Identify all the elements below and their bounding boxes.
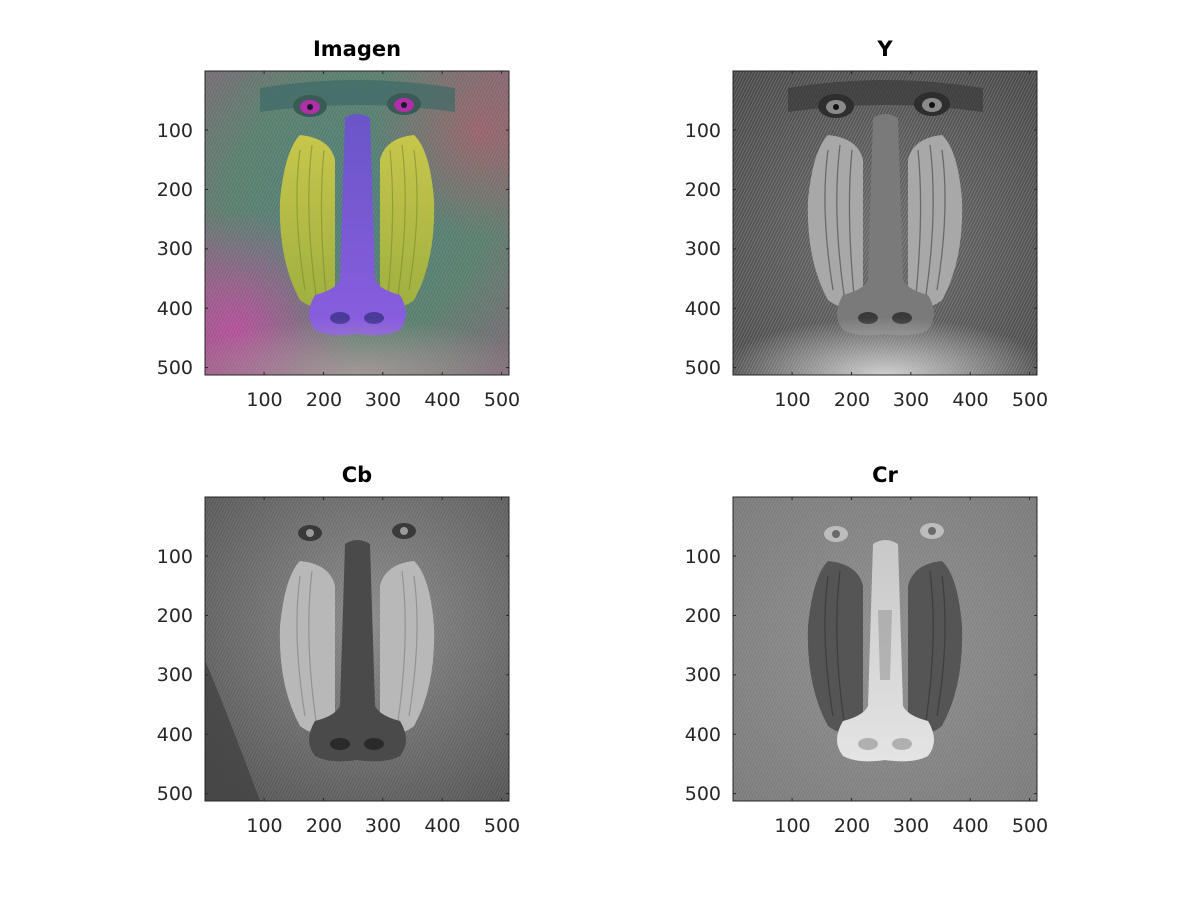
x-tick-label: 200	[306, 389, 342, 411]
y-tick-label: 100	[157, 546, 193, 568]
x-tick-label: 100	[774, 815, 810, 837]
x-tick-label: 300	[893, 815, 929, 837]
y-tick-label: 300	[157, 664, 193, 686]
image-imagen	[205, 71, 509, 375]
y-tick-label: 200	[157, 605, 193, 627]
y-axis-ticks: 100 200 300 400 500	[685, 546, 721, 805]
y-axis-ticks: 100 200 300 400 500	[685, 120, 721, 379]
x-tick-label: 400	[424, 815, 460, 837]
image-cb	[205, 497, 509, 801]
axes-frame	[204, 496, 510, 802]
x-tick-label: 500	[484, 389, 520, 411]
x-tick-label: 300	[893, 389, 929, 411]
y-tick-label: 400	[157, 724, 193, 746]
x-tick-label: 100	[774, 389, 810, 411]
x-tick-label: 300	[365, 815, 401, 837]
y-tick-label: 500	[157, 783, 193, 805]
y-tick-label: 500	[685, 783, 721, 805]
axes-frame	[732, 496, 1038, 802]
panel-title: Imagen	[313, 37, 401, 61]
y-tick-label: 200	[685, 605, 721, 627]
x-axis-ticks: 100 200 300 400 500	[246, 389, 520, 411]
panel-title: Cr	[872, 463, 898, 487]
x-axis-ticks: 100 200 300 400 500	[774, 389, 1048, 411]
x-tick-label: 500	[1012, 389, 1048, 411]
x-tick-label: 400	[424, 389, 460, 411]
y-tick-label: 200	[685, 179, 721, 201]
x-tick-label: 100	[246, 815, 282, 837]
x-tick-label: 400	[952, 815, 988, 837]
y-tick-label: 300	[157, 238, 193, 260]
panel-title: Y	[876, 37, 893, 61]
axes-frame	[732, 70, 1038, 376]
y-axis-ticks: 100 200 300 400 500	[157, 120, 193, 379]
subplot-imagen: Imagen	[157, 37, 520, 411]
x-tick-label: 200	[834, 389, 870, 411]
y-tick-label: 300	[685, 664, 721, 686]
panel-title: Cb	[342, 463, 372, 487]
y-tick-label: 100	[685, 120, 721, 142]
y-tick-label: 300	[685, 238, 721, 260]
tick-marks	[205, 71, 1037, 801]
y-tick-label: 400	[157, 298, 193, 320]
x-tick-label: 400	[952, 389, 988, 411]
y-tick-label: 400	[685, 724, 721, 746]
image-y	[733, 71, 1037, 375]
axes-frame	[204, 70, 510, 376]
y-tick-label: 100	[685, 546, 721, 568]
subplot-cb: Cb 100 200 300 400	[157, 463, 520, 837]
x-axis-ticks: 100 200 300 400 500	[774, 815, 1048, 837]
x-tick-label: 300	[365, 389, 401, 411]
y-tick-label: 100	[157, 120, 193, 142]
y-tick-label: 200	[157, 179, 193, 201]
y-tick-label: 500	[157, 357, 193, 379]
y-tick-label: 400	[685, 298, 721, 320]
subplot-y: Y	[685, 37, 1048, 411]
x-axis-ticks: 100 200 300 400 500	[246, 815, 520, 837]
x-tick-label: 100	[246, 389, 282, 411]
subplot-cr: Cr 100 200 300 400	[685, 463, 1048, 837]
x-tick-label: 500	[1012, 815, 1048, 837]
x-tick-label: 200	[834, 815, 870, 837]
image-cr	[733, 497, 1037, 801]
y-axis-ticks: 100 200 300 400 500	[157, 546, 193, 805]
x-tick-label: 200	[306, 815, 342, 837]
y-tick-label: 500	[685, 357, 721, 379]
x-tick-label: 500	[484, 815, 520, 837]
